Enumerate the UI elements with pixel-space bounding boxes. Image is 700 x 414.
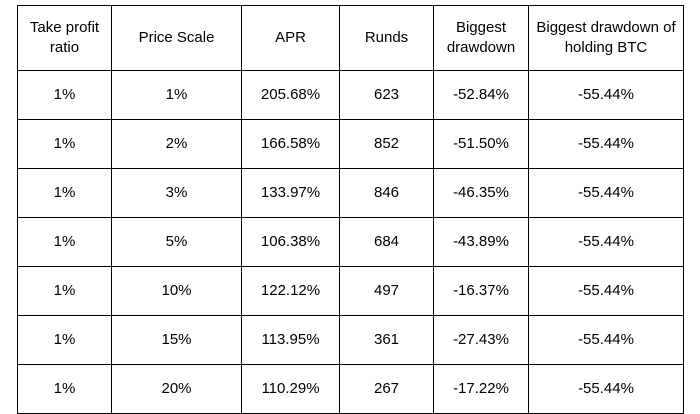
cell-price-scale: 5%	[111, 217, 242, 267]
cell-price-scale: 10%	[111, 266, 242, 316]
cell-take-profit-ratio: 1%	[17, 217, 112, 267]
table-header-row: Take profit ratio Price Scale APR Runds …	[17, 5, 684, 71]
cell-price-scale: 15%	[111, 315, 242, 365]
table-row: 1% 20% 110.29% 267 -17.22% -55.44%	[17, 364, 684, 414]
cell-take-profit-ratio: 1%	[17, 364, 112, 414]
cell-biggest-drawdown-holding-btc: -55.44%	[528, 70, 684, 120]
table-row: 1% 3% 133.97% 846 -46.35% -55.44%	[17, 168, 684, 218]
cell-price-scale: 20%	[111, 364, 242, 414]
cell-runds: 497	[339, 266, 434, 316]
header-biggest-drawdown-holding-btc: Biggest drawdown of holding BTC	[528, 5, 684, 71]
cell-runds: 846	[339, 168, 434, 218]
cell-biggest-drawdown: -51.50%	[433, 119, 529, 169]
results-table: Take profit ratio Price Scale APR Runds …	[17, 5, 684, 414]
cell-biggest-drawdown-holding-btc: -55.44%	[528, 119, 684, 169]
header-biggest-drawdown: Biggest drawdown	[433, 5, 529, 71]
cell-biggest-drawdown-holding-btc: -55.44%	[528, 315, 684, 365]
cell-biggest-drawdown: -52.84%	[433, 70, 529, 120]
cell-apr: 122.12%	[241, 266, 340, 316]
cell-take-profit-ratio: 1%	[17, 266, 112, 316]
cell-biggest-drawdown: -16.37%	[433, 266, 529, 316]
header-apr: APR	[241, 5, 340, 71]
cell-take-profit-ratio: 1%	[17, 315, 112, 365]
cell-biggest-drawdown: -46.35%	[433, 168, 529, 218]
cell-take-profit-ratio: 1%	[17, 119, 112, 169]
table-row: 1% 5% 106.38% 684 -43.89% -55.44%	[17, 217, 684, 267]
header-take-profit-ratio: Take profit ratio	[17, 5, 112, 71]
cell-apr: 113.95%	[241, 315, 340, 365]
cell-runds: 361	[339, 315, 434, 365]
cell-biggest-drawdown: -27.43%	[433, 315, 529, 365]
cell-runds: 852	[339, 119, 434, 169]
cell-runds: 267	[339, 364, 434, 414]
cell-price-scale: 1%	[111, 70, 242, 120]
cell-price-scale: 2%	[111, 119, 242, 169]
cell-apr: 106.38%	[241, 217, 340, 267]
table-row: 1% 2% 166.58% 852 -51.50% -55.44%	[17, 119, 684, 169]
table-row: 1% 15% 113.95% 361 -27.43% -55.44%	[17, 315, 684, 365]
table-row: 1% 1% 205.68% 623 -52.84% -55.44%	[17, 70, 684, 120]
header-runds: Runds	[339, 5, 434, 71]
table-row: 1% 10% 122.12% 497 -16.37% -55.44%	[17, 266, 684, 316]
cell-runds: 684	[339, 217, 434, 267]
cell-biggest-drawdown: -43.89%	[433, 217, 529, 267]
cell-biggest-drawdown-holding-btc: -55.44%	[528, 364, 684, 414]
cell-biggest-drawdown: -17.22%	[433, 364, 529, 414]
cell-take-profit-ratio: 1%	[17, 168, 112, 218]
cell-biggest-drawdown-holding-btc: -55.44%	[528, 266, 684, 316]
header-price-scale: Price Scale	[111, 5, 242, 71]
cell-price-scale: 3%	[111, 168, 242, 218]
cell-biggest-drawdown-holding-btc: -55.44%	[528, 168, 684, 218]
cell-apr: 133.97%	[241, 168, 340, 218]
cell-biggest-drawdown-holding-btc: -55.44%	[528, 217, 684, 267]
cell-take-profit-ratio: 1%	[17, 70, 112, 120]
cell-apr: 166.58%	[241, 119, 340, 169]
cell-runds: 623	[339, 70, 434, 120]
cell-apr: 205.68%	[241, 70, 340, 120]
cell-apr: 110.29%	[241, 364, 340, 414]
